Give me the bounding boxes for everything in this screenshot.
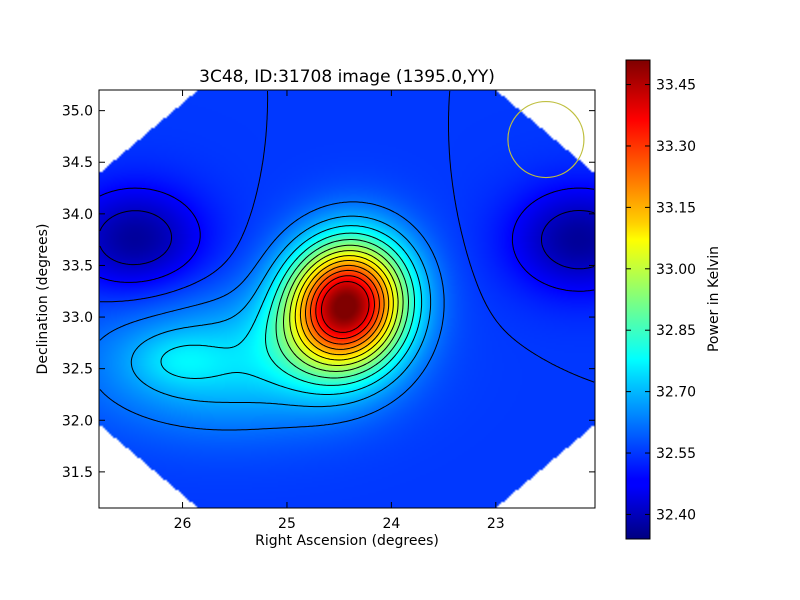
x-tick-label: 25 (278, 516, 296, 532)
y-tick-label: 35.0 (62, 104, 93, 120)
y-tick-label: 34.0 (62, 207, 93, 223)
colorbar-frame (625, 59, 651, 540)
beam-circle (507, 100, 585, 179)
y-tick-label: 33.5 (62, 258, 93, 274)
contour-line (299, 260, 390, 356)
x-axis: 26 25 24 23 (174, 90, 505, 532)
plot-frame (98, 89, 596, 509)
y-tick-label: 32.5 (62, 362, 93, 378)
x-tick-label: 24 (382, 516, 400, 532)
y-axis-label: Declination (degrees) (35, 224, 51, 375)
contour-line (321, 281, 370, 333)
y-tick-label: 33.0 (62, 310, 93, 326)
colorbar-tick-label: 32.70 (656, 385, 696, 401)
colorbar-ticks: 32.40 32.55 32.70 32.85 33.00 33.15 33.30 33.45 (626, 78, 696, 523)
contour-line (310, 269, 380, 345)
contour-line (283, 244, 404, 372)
contour-line (99, 201, 445, 431)
colorbar-gradient (626, 60, 650, 539)
colorbar-tick-label: 33.30 (656, 139, 696, 155)
contour-line (100, 90, 595, 383)
colorbar-tick-label: 32.40 (656, 507, 696, 523)
colorbar-tick-label: 33.15 (656, 200, 696, 216)
contour-line (315, 275, 375, 339)
x-tick-label: 23 (487, 516, 505, 532)
heatmap-image (99, 90, 595, 508)
chart-title: 3C48, ID:31708 image (1395.0,YY) (199, 67, 495, 87)
contour-line (265, 232, 415, 386)
y-tick-label: 32.0 (62, 413, 93, 429)
x-axis-label: Right Ascension (degrees) (255, 533, 439, 549)
colorbar-tick-label: 32.85 (656, 323, 696, 339)
colorbar-label: Power in Kelvin (706, 246, 722, 352)
colorbar-tick-label: 33.00 (656, 262, 696, 278)
contour-lines (99, 90, 595, 431)
y-tick-label: 31.5 (62, 465, 93, 481)
colorbar-tick-label: 33.45 (656, 78, 696, 94)
contour-line (130, 215, 432, 408)
y-tick-label: 34.5 (62, 155, 93, 171)
y-axis: 31.5 32.0 32.5 33.0 33.5 34.0 34.5 35.0 (62, 104, 595, 481)
contour-line (99, 187, 595, 292)
contour-line (99, 210, 595, 270)
colorbar: 32.40 32.55 32.70 32.85 33.00 33.15 33.30 33.45… (625, 59, 722, 540)
contour-line (305, 264, 385, 350)
colorbar-tick-label: 32.55 (656, 446, 696, 462)
x-tick-label: 26 (174, 516, 192, 532)
contour-line (289, 250, 399, 366)
contour-line (294, 255, 394, 361)
plot-area (98, 89, 596, 509)
contour-line (160, 225, 423, 395)
contour-line (275, 239, 409, 379)
